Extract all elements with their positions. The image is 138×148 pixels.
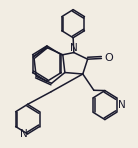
Text: N: N xyxy=(70,43,78,53)
Text: N: N xyxy=(20,129,28,139)
Text: O: O xyxy=(104,53,113,63)
Text: N: N xyxy=(118,100,126,110)
